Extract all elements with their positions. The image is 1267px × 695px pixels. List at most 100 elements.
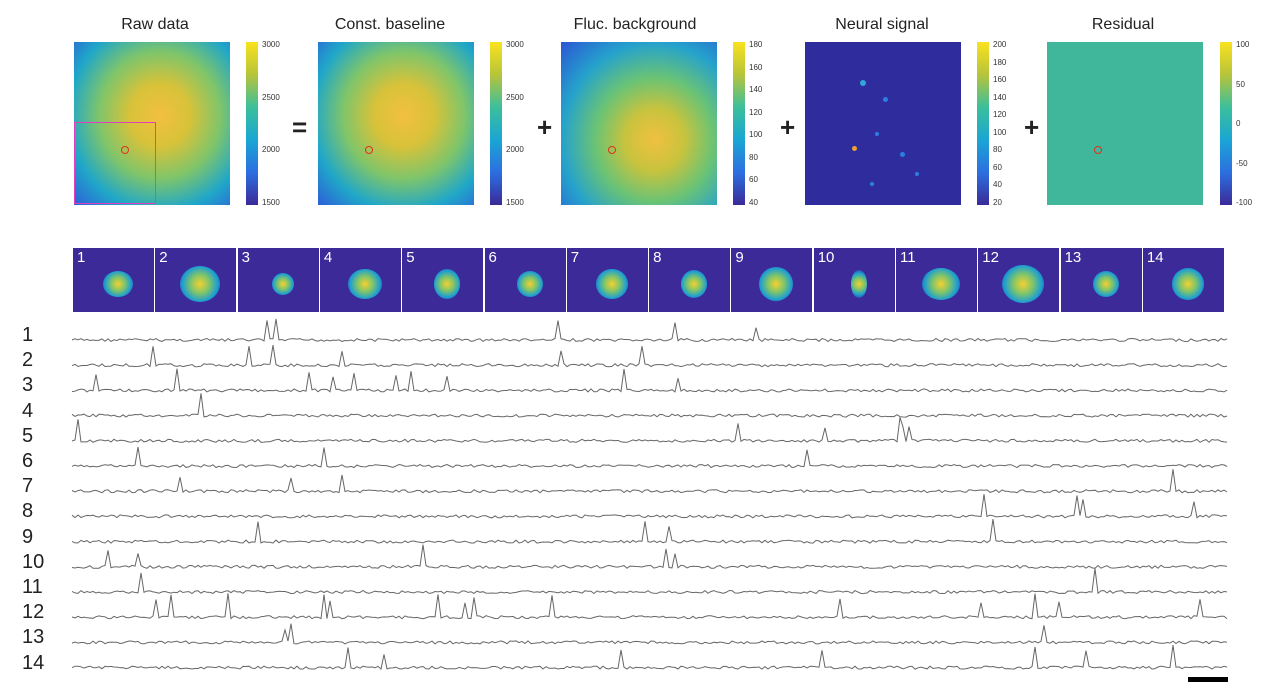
colorbar-tick-label: 60 (993, 162, 1002, 172)
plus-operator: + (780, 112, 796, 142)
calcium-trace (71, 544, 1228, 569)
colorbar-tick-label: 40 (749, 198, 758, 207)
trace-row-label: 9 (22, 525, 34, 548)
neuron-blob (180, 266, 221, 302)
neuron-footprint: 10 (813, 248, 895, 312)
baseline-colorbar (490, 42, 502, 205)
colorbar-tick-label: 180 (749, 40, 763, 49)
neural-colorbar (977, 42, 989, 205)
panel-title-raw: Raw data (121, 16, 189, 33)
neuron-footprint: 13 (1060, 248, 1142, 312)
neuron-number: 13 (1064, 249, 1082, 266)
neuron-blob (681, 270, 708, 298)
neuron-footprint: 11 (896, 248, 977, 312)
colorbar-tick-label: 1500 (506, 198, 524, 207)
colorbar-tick-label: 3000 (506, 40, 524, 49)
colorbar-tick-label: 120 (993, 110, 1007, 120)
trace-row-label: 2 (22, 349, 34, 372)
raw-data-image (74, 42, 230, 205)
roi-marker (121, 146, 129, 154)
calcium-trace (71, 593, 1228, 620)
neuron-blob (434, 269, 461, 299)
neuron-number: 5 (406, 249, 415, 266)
neuron-footprint: 12 (978, 248, 1060, 312)
neuron-number: 2 (159, 249, 168, 266)
colorbar-tick-label: 100 (749, 130, 763, 140)
neuron-footprint: 9 (731, 248, 813, 312)
calcium-trace (71, 417, 1228, 443)
trace-row-label: 1 (22, 324, 34, 346)
neuron-blob (1002, 265, 1045, 303)
neuron-number: 7 (570, 249, 580, 266)
calcium-trace (71, 368, 1228, 393)
calcium-trace (71, 623, 1228, 645)
plus-operator: + (537, 112, 553, 142)
trace-row-label: 12 (22, 601, 45, 624)
calcium-trace (71, 469, 1228, 494)
panel-title-background: Fluc. background (573, 16, 697, 33)
colorbar-tick-label: 80 (993, 145, 1002, 155)
trace-row-label: 6 (22, 450, 34, 472)
calcium-trace (71, 568, 1228, 595)
neuron-number: 3 (241, 249, 250, 266)
colorbar-tick-label: 2500 (262, 92, 280, 102)
calcium-trace (71, 345, 1228, 368)
roi-marker (365, 146, 373, 154)
colorbar-tick-label: 100 (1236, 40, 1250, 49)
trace-row-label: 10 (22, 550, 45, 573)
neuron-blob (759, 267, 794, 301)
plus-operator: + (1024, 112, 1040, 142)
colorbar-tick-label: 160 (993, 75, 1007, 85)
trace-row-label: 3 (22, 374, 34, 397)
neuron-blob (1171, 268, 1204, 300)
equals-operator: = (292, 112, 308, 142)
neuron-number: 10 (817, 249, 835, 266)
colorbar-tick-label: 2000 (506, 145, 524, 155)
neuron-number: 9 (735, 249, 744, 266)
colorbar-tick-label: 120 (749, 107, 763, 117)
neuron-footprint: 1 (73, 248, 154, 312)
neuron-number: 14 (1146, 249, 1164, 266)
background-colorbar (733, 42, 745, 205)
roi-marker (1094, 146, 1102, 154)
neuron-blob (850, 270, 867, 298)
neuron-footprint: 6 (484, 248, 566, 312)
colorbar-tick-label: 1500 (262, 198, 280, 207)
neuron-number: 6 (488, 249, 497, 266)
neuron-number: 11 (900, 249, 916, 266)
panel-title-residual: Residual (1091, 16, 1155, 33)
panel-title-neural: Neural signal (835, 16, 929, 33)
baseline-image (318, 42, 474, 205)
time-scale-bar (1188, 677, 1228, 682)
trace-row-label: 4 (22, 399, 34, 422)
colorbar-tick-label: 2500 (506, 92, 524, 102)
colorbar-tick-label: 60 (749, 175, 758, 185)
colorbar-tick-label: 3000 (262, 40, 280, 49)
neuron-blob (595, 269, 628, 299)
neuron-footprint: 3 (237, 248, 319, 312)
colorbar-tick-label: 140 (749, 85, 763, 95)
colorbar-tick-label: 200 (993, 40, 1007, 49)
neuron-footprint: 4 (319, 248, 401, 312)
colorbar-tick-label: 140 (993, 92, 1007, 102)
zoom-box (74, 122, 156, 204)
trace-row-label: 7 (22, 475, 34, 498)
neuron-footprint: 2 (155, 248, 237, 312)
residual-colorbar (1220, 42, 1232, 205)
calcium-trace (71, 393, 1228, 418)
calcium-trace (71, 318, 1228, 343)
colorbar-tick-label: 20 (993, 198, 1002, 207)
trace-row-label: 5 (22, 424, 34, 447)
neuron-number: 4 (323, 249, 333, 266)
colorbar-tick-label: 0 (1236, 119, 1241, 128)
colorbar-tick-label: 80 (749, 152, 758, 162)
neural-signal-image (805, 42, 961, 205)
neuron-blob (516, 271, 543, 297)
calcium-trace (71, 519, 1228, 544)
trace-row-label: 13 (22, 626, 45, 649)
neuron-footprint: 5 (402, 248, 484, 312)
neuron-blob (271, 273, 294, 295)
background-image (561, 42, 717, 205)
roi-marker (608, 146, 616, 154)
colorbar-tick-label: -100 (1236, 198, 1253, 207)
